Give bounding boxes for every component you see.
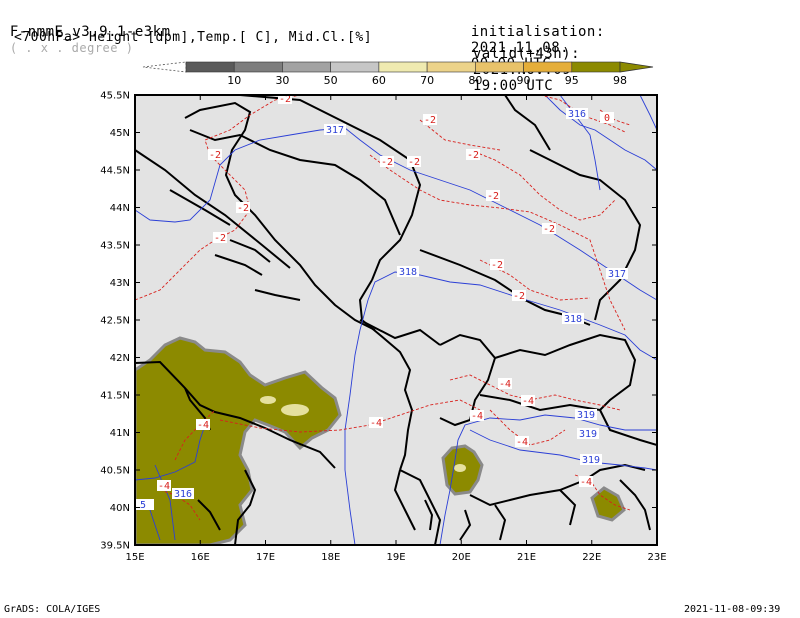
lat-tick-label: 45N bbox=[110, 128, 130, 139]
longitude-axis: 15E 16E 17E 18E 19E 20E 21E 22E 23E bbox=[125, 95, 667, 563]
height-contours bbox=[135, 95, 657, 545]
lon-tick-label: 19E bbox=[386, 552, 405, 563]
lat-tick-label: 41N bbox=[110, 428, 130, 439]
height-label: 319 bbox=[582, 455, 600, 466]
lon-tick-label: 17E bbox=[256, 552, 275, 563]
lat-tick-label: 42N bbox=[110, 353, 130, 364]
temp-label: -2 bbox=[491, 260, 503, 271]
height-label: 318 bbox=[564, 314, 582, 325]
lon-tick-label: 22E bbox=[582, 552, 601, 563]
legend-label: 30 bbox=[275, 74, 289, 87]
legend-label: 70 bbox=[420, 74, 434, 87]
temp-label: -2 bbox=[424, 115, 436, 126]
footer-timestamp: 2021-11-08-09:39 bbox=[684, 604, 781, 615]
temp-label: -2 bbox=[381, 157, 393, 168]
temp-label: -2 bbox=[513, 291, 525, 302]
init-label: initialisation: bbox=[470, 24, 605, 40]
temp-contour-labels: -2-2-2-2-2 -2-2-2-2-2-2-20-4 -4-4-4-4-4-4-… bbox=[157, 94, 614, 492]
latitude-axis: 45.5N 45N 44.5N 44N 43.5N 43N 42.5N 42N 41.5N 41N… bbox=[100, 91, 657, 552]
legend-label: 80 bbox=[468, 74, 482, 87]
valid-time: 19:00 UTC bbox=[472, 78, 554, 94]
model-title: F-nmmE_v3.9.1-e3km ( . x . degree ) bbox=[0, 8, 171, 56]
model-name: F-nmmE_v3.9.1-e3km bbox=[9, 24, 171, 40]
lat-tick-label: 44N bbox=[110, 203, 130, 214]
legend-label: 10 bbox=[227, 74, 241, 87]
legend-label: 98 bbox=[613, 74, 627, 87]
unit-note: ( . x . degree ) bbox=[9, 41, 134, 55]
temp-label: -2 bbox=[279, 94, 291, 105]
temp-label: -2 bbox=[487, 191, 499, 202]
temp-label: -4 bbox=[580, 477, 592, 488]
cloud-area-bulgaria-coast bbox=[590, 486, 626, 522]
temp-label: -4 bbox=[158, 481, 170, 492]
lat-tick-label: 44.5N bbox=[100, 166, 130, 177]
lat-tick-label: 45.5N bbox=[100, 91, 130, 102]
legend-label: 50 bbox=[324, 74, 338, 87]
coastlines-borders bbox=[135, 95, 657, 545]
temp-label: -4 bbox=[499, 379, 511, 390]
lon-tick-label: 20E bbox=[452, 552, 471, 563]
height-contour-labels: 317 316 318 318 317 319 319 319 316 5 bbox=[135, 108, 628, 511]
legend-label: 60 bbox=[372, 74, 386, 87]
height-label: 316 bbox=[568, 109, 586, 120]
footer-credit: GrADS: COLA/IGES bbox=[4, 604, 101, 615]
lat-tick-label: 42.5N bbox=[100, 316, 130, 327]
legend-label: 95 bbox=[565, 74, 579, 87]
temp-label: -4 bbox=[471, 411, 483, 422]
legend-over-triangle bbox=[619, 61, 654, 73]
temp-label: -4 bbox=[522, 396, 534, 407]
height-label: 319 bbox=[577, 410, 595, 421]
lat-tick-label: 41.5N bbox=[100, 391, 130, 402]
temp-label: 0 bbox=[604, 113, 610, 124]
temp-label: -4 bbox=[197, 420, 209, 431]
lon-tick-label: 18E bbox=[321, 552, 340, 563]
lat-tick-label: 39.5N bbox=[100, 541, 130, 552]
temp-label: -2 bbox=[467, 150, 479, 161]
height-label: 316 bbox=[174, 489, 192, 500]
temp-label: -4 bbox=[516, 437, 528, 448]
lat-tick-label: 43N bbox=[110, 278, 130, 289]
valid-label: valid(+43h): bbox=[472, 46, 581, 62]
temp-label: -2 bbox=[209, 150, 221, 161]
height-label: 319 bbox=[579, 429, 597, 440]
temp-label: -2 bbox=[214, 233, 226, 244]
cloud-cover-legend: 10 30 50 60 70 80 90 95 98 bbox=[142, 61, 654, 87]
temp-label: -2 bbox=[237, 203, 249, 214]
temp-label: -4 bbox=[370, 418, 382, 429]
height-label: 318 bbox=[399, 267, 417, 278]
lat-tick-label: 40.5N bbox=[100, 466, 130, 477]
lat-tick-label: 40N bbox=[110, 503, 130, 514]
init-date: 2021.11.08. bbox=[470, 40, 570, 56]
lon-tick-label: 23E bbox=[647, 552, 666, 563]
height-label: 5 bbox=[140, 500, 146, 511]
lat-tick-label: 43.5N bbox=[100, 241, 130, 252]
height-label: 317 bbox=[326, 125, 344, 136]
lon-tick-label: 15E bbox=[125, 552, 144, 563]
subtitle: <700hPa> Height [dpm],Temp.[ C], Mid.Cl.… bbox=[14, 30, 373, 45]
legend-labels: 10 30 50 60 70 80 90 95 98 bbox=[227, 74, 627, 87]
legend-boxes bbox=[185, 61, 621, 73]
legend-label: 90 bbox=[517, 74, 531, 87]
temp-label: -2 bbox=[543, 224, 555, 235]
height-label: 317 bbox=[608, 269, 626, 280]
lon-tick-label: 21E bbox=[517, 552, 536, 563]
lon-tick-label: 16E bbox=[191, 552, 210, 563]
temp-label: -2 bbox=[408, 157, 420, 168]
